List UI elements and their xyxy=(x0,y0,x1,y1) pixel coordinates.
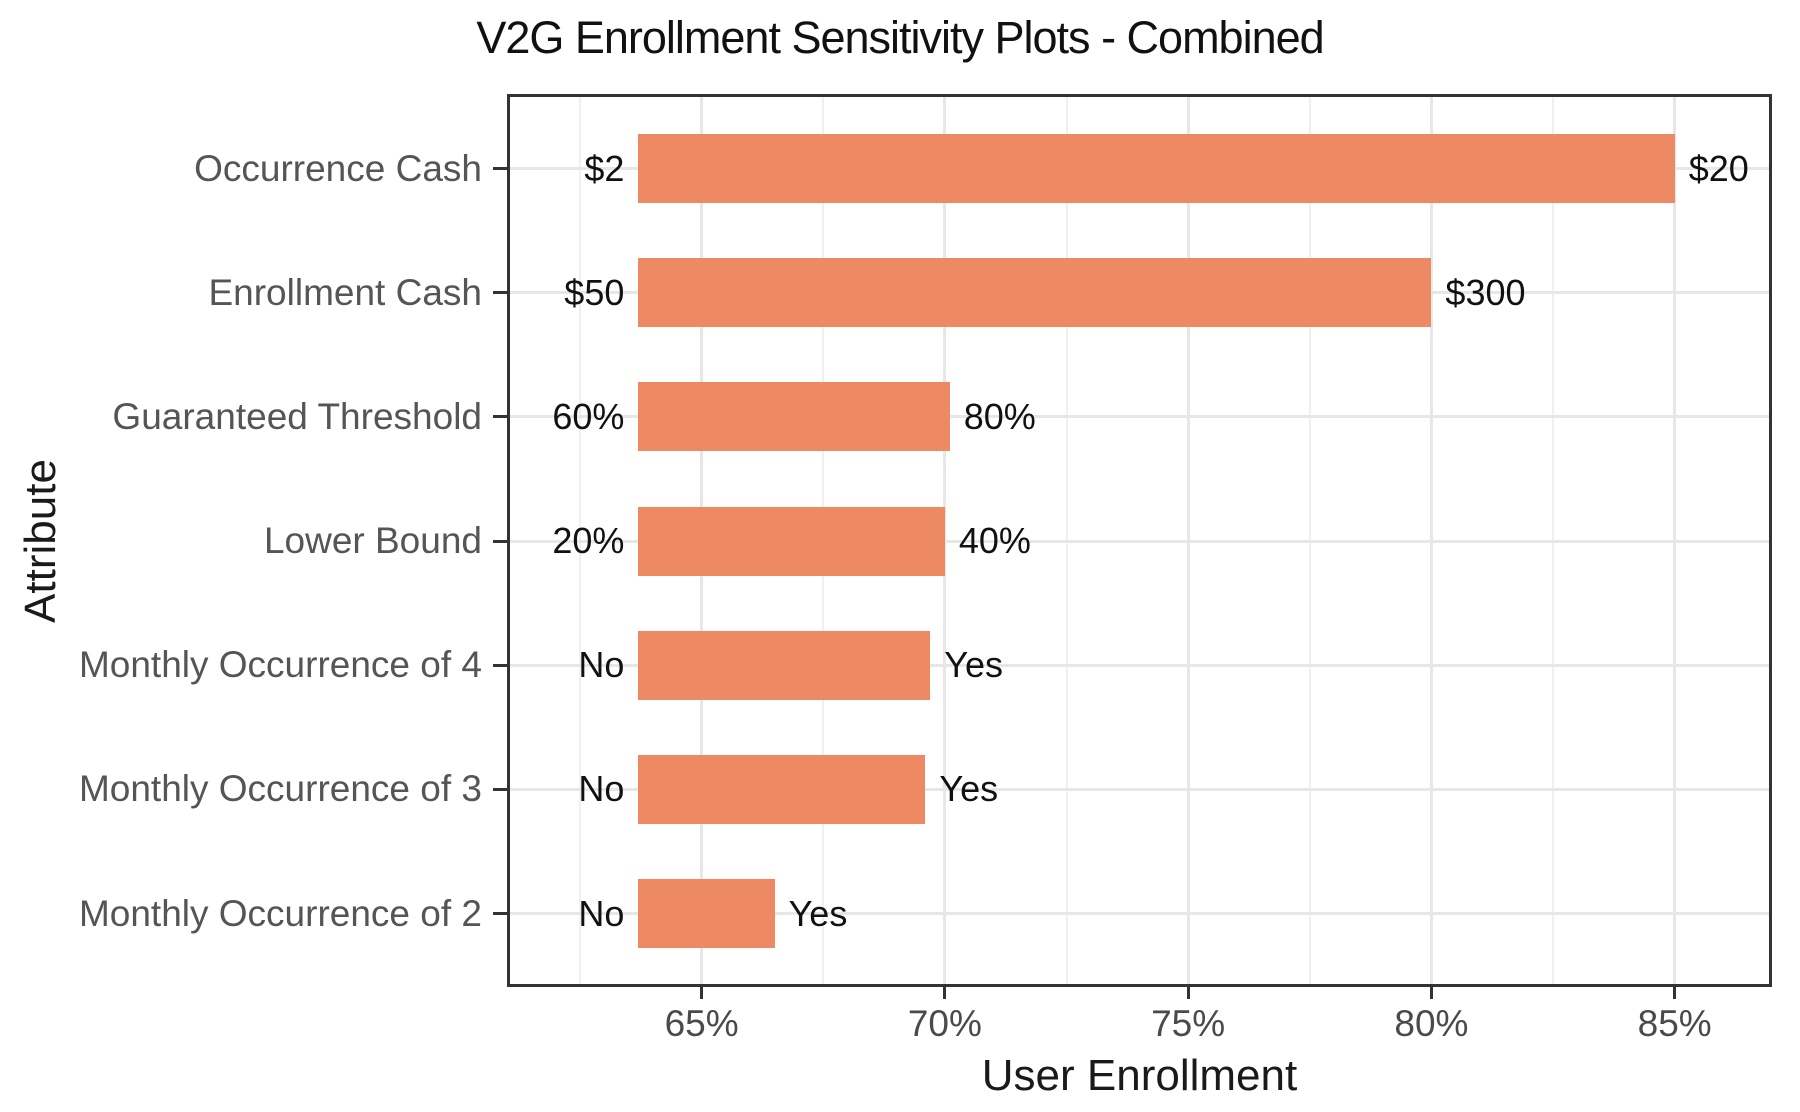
sensitivity-bar xyxy=(638,134,1675,203)
y-category-label: Lower Bound xyxy=(263,520,482,561)
plot-panel: $2 $20 $50 $300 60% 80% 20% 40% No Yes No Yes No Yes xyxy=(507,94,1772,987)
bar-low-value-label: No xyxy=(578,768,625,810)
y-axis-tick-mark xyxy=(493,415,507,419)
gridline-major-horizontal xyxy=(507,415,1772,419)
bar-low-value-label: 20% xyxy=(552,520,625,561)
bar-high-value-label: $20 xyxy=(1688,147,1749,189)
bar-low-value-label: 60% xyxy=(552,395,625,437)
y-category-label: Guaranteed Threshold xyxy=(112,395,482,437)
y-axis-tick-mark xyxy=(493,291,507,295)
bar-high-value-label: $300 xyxy=(1445,271,1526,313)
x-axis-title: User Enrollment xyxy=(981,1051,1298,1100)
x-axis-tick-mark xyxy=(700,987,704,999)
gridline-major-horizontal xyxy=(507,539,1772,543)
bar-low-value-label: No xyxy=(578,892,625,934)
y-axis-tick-mark xyxy=(493,912,507,916)
bar-low-value-label: No xyxy=(578,644,625,686)
bar-high-value-label: Yes xyxy=(939,768,999,810)
x-axis-tick-mark xyxy=(943,987,947,999)
bar-high-value-label: Yes xyxy=(944,644,1004,686)
x-axis-tick-label: 65% xyxy=(664,1003,739,1044)
y-category-label: Occurrence Cash xyxy=(194,147,482,189)
gridline-major-horizontal xyxy=(507,912,1772,916)
x-axis-tick-label: 75% xyxy=(1151,1003,1226,1044)
sensitivity-bar xyxy=(638,506,945,576)
bar-low-value-label: $50 xyxy=(564,271,625,313)
sensitivity-bar xyxy=(638,382,950,452)
y-axis-title: Attribute xyxy=(16,458,65,623)
bar-high-value-label: Yes xyxy=(788,892,848,934)
chart-title: V2G Enrollment Sensitivity Plots - Combi… xyxy=(476,12,1324,63)
y-axis-tick-mark xyxy=(493,787,507,791)
y-category-label: Monthly Occurrence of 4 xyxy=(78,644,482,686)
sensitivity-bar xyxy=(638,879,775,949)
x-axis-tick-mark xyxy=(1186,987,1190,999)
bar-high-value-label: 80% xyxy=(963,395,1036,437)
sensitivity-bar xyxy=(638,258,1432,328)
x-axis-tick-label: 80% xyxy=(1394,1003,1469,1044)
y-category-label: Enrollment Cash xyxy=(208,271,482,313)
x-axis-tick-label: 85% xyxy=(1637,1003,1712,1044)
bar-high-value-label: 40% xyxy=(958,520,1031,561)
y-axis-tick-mark xyxy=(493,663,507,667)
y-category-label: Monthly Occurrence of 2 xyxy=(78,892,482,934)
gridline-major-horizontal xyxy=(507,787,1772,791)
x-axis-tick-label: 70% xyxy=(907,1003,982,1044)
y-axis-tick-mark xyxy=(493,167,507,170)
gridline-major-horizontal xyxy=(507,663,1772,667)
x-axis-tick-mark xyxy=(1429,987,1433,999)
sensitivity-bar xyxy=(638,630,931,700)
y-axis-tick-mark xyxy=(493,539,507,543)
bar-low-value-label: $2 xyxy=(584,147,625,189)
sensitivity-bar xyxy=(638,754,926,824)
x-axis-tick-mark xyxy=(1673,987,1677,999)
y-category-label: Monthly Occurrence of 3 xyxy=(78,768,482,810)
